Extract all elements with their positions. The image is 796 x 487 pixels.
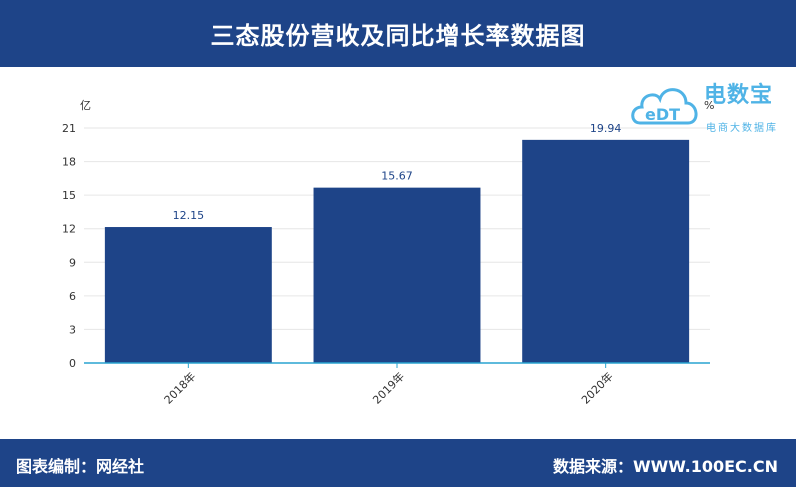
y-tick-label: 12 <box>62 223 76 236</box>
bar-chart: 0 3 6 9 12 15 18 21 亿 % 12.15 2018年 15.67 2019年 19.94 2… <box>62 99 714 407</box>
y-tick-label: 9 <box>69 256 76 269</box>
logo-tagline: 电商大数据库 <box>706 123 778 134</box>
logo-mark: eDT <box>645 105 680 124</box>
chart-area: 0 3 6 9 12 15 18 21 亿% 12.15 2018年 15.67 2019年 19.94 2… <box>0 67 796 439</box>
footer-credit: 图表编制：网经社 <box>16 457 145 476</box>
footer-bar: 图表编制：网经社 数据来源：WWW.100EC.CN <box>0 439 796 487</box>
y-tick-label: 6 <box>69 290 76 303</box>
y-axis-label: 亿 <box>80 99 91 112</box>
logo-brand: 电数宝 <box>704 83 774 108</box>
data-label: 15.67 <box>381 170 413 183</box>
logo: eDT 电数宝 电商大数据库 <box>628 73 796 135</box>
y-tick-label: 18 <box>62 156 76 169</box>
y-tick-label: 15 <box>62 189 76 202</box>
cloud-logo-icon: eDT <box>631 88 698 125</box>
x-tick-label: 2018年 <box>161 369 198 406</box>
y-tick-label: 0 <box>69 357 76 370</box>
x-tick-label: 2019年 <box>370 369 407 406</box>
y-tick-label: 3 <box>69 323 76 336</box>
x-tick-label: 2020年 <box>578 369 615 406</box>
data-label: 12.15 <box>173 209 205 222</box>
y-tick-label: 21 <box>62 122 76 135</box>
y2-axis-label: % <box>704 99 714 112</box>
data-label: 19.94 <box>590 122 622 135</box>
bar <box>313 187 481 363</box>
footer-source: 数据来源：WWW.100EC.CN <box>552 457 778 476</box>
chart-title: 三态股份营收及同比增长率数据图 <box>210 22 586 50</box>
bar <box>522 139 690 363</box>
header-bar: 三态股份营收及同比增长率数据图 <box>0 0 796 67</box>
bar <box>104 227 272 363</box>
